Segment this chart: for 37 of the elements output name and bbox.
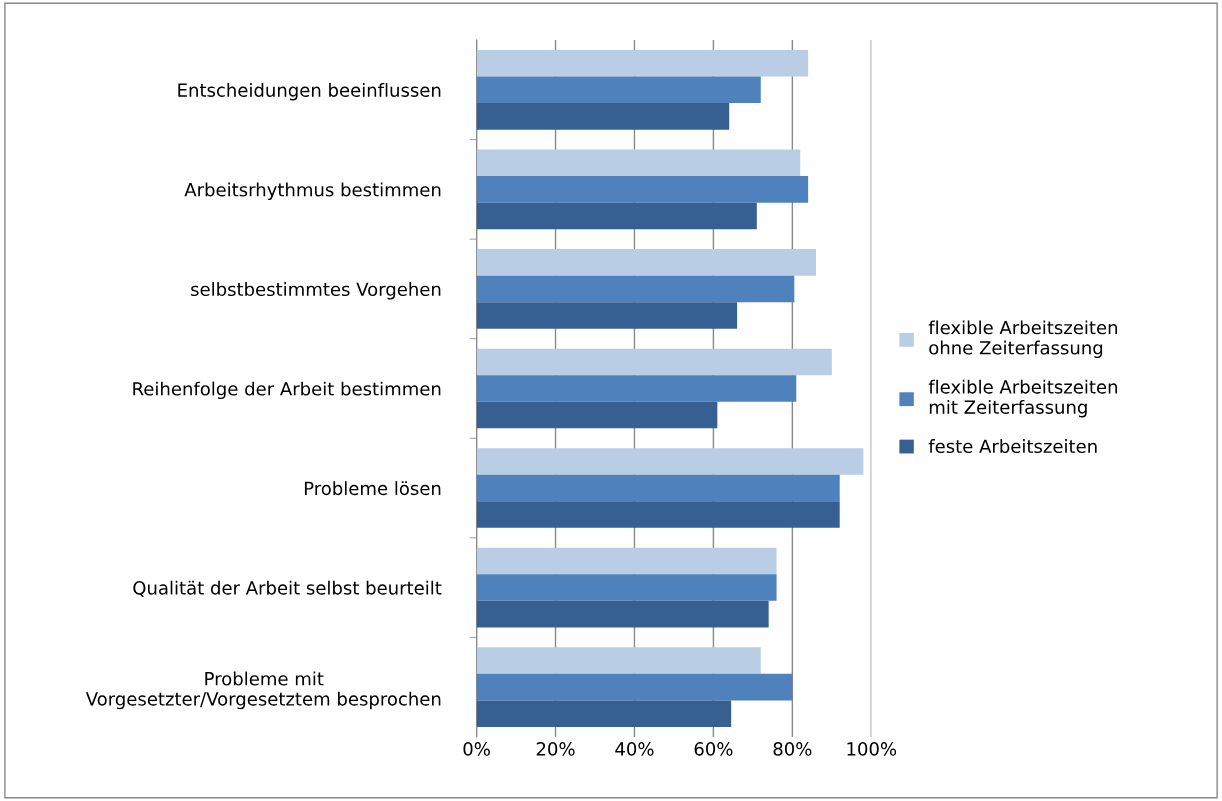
- y-tick-label: selbstbestimmtes Vorgehen: [191, 282, 441, 300]
- bar: [476, 574, 777, 601]
- x-tick-label: 60%: [694, 742, 733, 756]
- bar: [476, 176, 809, 203]
- x-tick-label: 100%: [847, 742, 897, 756]
- bar: [476, 647, 761, 674]
- y-tick-label: Entscheidungen beeinflussen: [178, 82, 441, 101]
- bar: [476, 202, 757, 230]
- bar: [476, 50, 809, 77]
- bar: [476, 348, 832, 376]
- bar: [476, 700, 732, 727]
- x-tick-label: 40%: [615, 742, 654, 756]
- y-tick-label: Reihenfolge der Arbeit bestimmen: [133, 381, 441, 400]
- bar: [476, 76, 761, 104]
- bar: [476, 501, 840, 528]
- bar: [476, 448, 864, 475]
- y-tick-label: Arbeitsrhythmus bestimmen: [184, 182, 441, 200]
- x-tick-label: 20%: [536, 742, 575, 756]
- y-tick-label: Probleme lösen: [304, 481, 441, 496]
- x-tick-label: 0%: [463, 742, 490, 756]
- bar: [476, 375, 797, 402]
- bar: [476, 673, 793, 701]
- x-tick-label: 80%: [773, 742, 812, 756]
- bar: [476, 149, 801, 177]
- bar: [476, 275, 795, 303]
- bar: [476, 249, 817, 276]
- bar: [476, 474, 840, 502]
- bar: [476, 401, 718, 429]
- bar: [476, 302, 738, 329]
- bar: [476, 547, 777, 575]
- legend-label: feste Arbeitszeiten: [928, 439, 1097, 454]
- legend-label: flexible Arbeitszeiten ohne Zeiterfassung: [928, 320, 1118, 359]
- bar: [476, 600, 769, 628]
- bar: [476, 103, 730, 130]
- y-tick-label: Qualität der Arbeit selbst beurteilt: [133, 580, 442, 597]
- legend-label: flexible Arbeitszeiten mit Zeiterfassung: [928, 379, 1118, 418]
- y-tick-label: Probleme mit Vorgesetzter/Vorgesetztem besprochen: [85, 671, 441, 710]
